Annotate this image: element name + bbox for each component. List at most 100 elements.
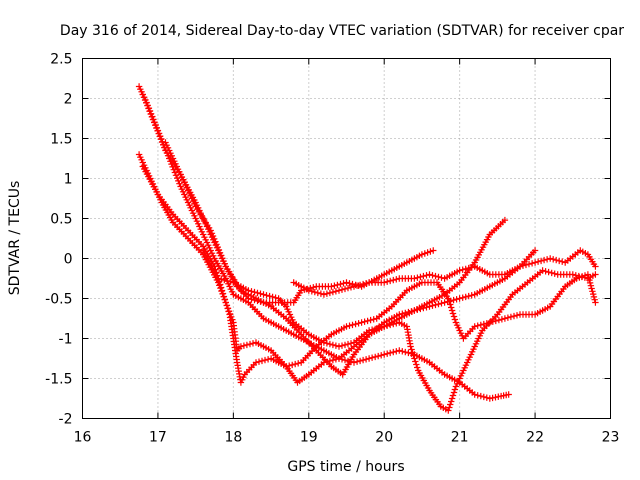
data-point (156, 133, 163, 140)
data-point (320, 339, 328, 346)
data-point (153, 124, 160, 132)
data-point (370, 316, 377, 323)
data-point (411, 275, 418, 282)
data-point (252, 359, 260, 366)
data-point (331, 282, 338, 289)
data-point (261, 356, 269, 364)
data-point (495, 316, 503, 324)
data-point (323, 290, 331, 297)
data-point (340, 280, 347, 287)
data-point (413, 361, 420, 368)
data-point (225, 308, 232, 315)
data-point (263, 292, 270, 299)
y-tick-label: 1 (64, 172, 73, 188)
data-point (435, 300, 442, 308)
data-point (326, 289, 334, 297)
data-point (328, 283, 335, 290)
data-point (525, 260, 533, 268)
data-point (589, 288, 596, 295)
data-point (522, 261, 530, 269)
data-point (157, 136, 165, 143)
data-point (240, 342, 248, 349)
data-point (337, 280, 344, 288)
data-point (459, 294, 466, 301)
data-point (445, 407, 452, 414)
data-point (272, 294, 279, 301)
data-point (355, 320, 362, 327)
data-point (590, 290, 597, 298)
data-point (378, 324, 385, 331)
series-arc-2 (139, 91, 539, 378)
data-point (245, 295, 252, 302)
data-point (224, 277, 231, 285)
data-point (217, 284, 225, 291)
data-point (591, 296, 598, 303)
data-point (347, 340, 355, 347)
data-point (418, 251, 426, 258)
data-point (393, 348, 400, 355)
data-point (314, 289, 321, 297)
data-point (148, 113, 156, 121)
data-point (462, 293, 469, 301)
data-point (218, 287, 226, 294)
data-point (426, 271, 433, 278)
data-point (516, 263, 524, 270)
data-point (258, 357, 266, 365)
data-point (341, 341, 349, 349)
data-point (468, 292, 475, 299)
data-point (449, 310, 457, 317)
data-point (155, 130, 162, 137)
series-arc-5 (162, 139, 437, 306)
data-point (329, 356, 337, 364)
data-point (248, 296, 255, 303)
data-point (343, 279, 350, 286)
data-point (151, 119, 158, 126)
data-point (384, 322, 391, 329)
data-point (578, 273, 585, 281)
y-tick-label: 0.5 (50, 212, 72, 228)
data-point (539, 267, 546, 274)
data-point (441, 299, 448, 306)
y-tick-label: -1.5 (45, 372, 72, 388)
data-point (450, 389, 458, 396)
y-tick-label: -2 (59, 412, 73, 428)
data-point (338, 342, 346, 349)
series-arc-4 (139, 163, 599, 386)
data-point (592, 263, 599, 270)
data-point (349, 321, 356, 329)
data-point (448, 395, 456, 402)
data-point (152, 122, 159, 129)
x-tick-label: 20 (375, 430, 393, 446)
data-point (317, 290, 325, 297)
data-point (387, 277, 394, 285)
data-point (365, 355, 373, 362)
data-point (448, 304, 455, 311)
y-tick-label: -0.5 (45, 292, 72, 308)
data-point (361, 318, 368, 325)
data-point (387, 321, 394, 329)
data-point (356, 357, 364, 365)
data-point (218, 252, 225, 259)
data-point (329, 341, 337, 349)
data-point (396, 347, 403, 354)
data-point (588, 285, 595, 292)
data-point (367, 316, 374, 324)
data-point (219, 290, 227, 297)
data-point (172, 172, 180, 179)
data-point (344, 284, 352, 292)
data-point (474, 392, 481, 399)
data-point (390, 348, 397, 356)
data-point (531, 247, 539, 254)
data-point (320, 291, 328, 298)
data-point (257, 290, 264, 297)
data-point (592, 299, 599, 306)
plot-area (135, 83, 599, 414)
data-point (257, 298, 264, 305)
data-point (550, 256, 557, 263)
data-point (417, 273, 424, 281)
data-point (387, 349, 394, 357)
data-point (311, 288, 318, 296)
x-tick-label: 17 (149, 430, 167, 446)
data-point (477, 392, 484, 400)
data-point (144, 102, 151, 109)
